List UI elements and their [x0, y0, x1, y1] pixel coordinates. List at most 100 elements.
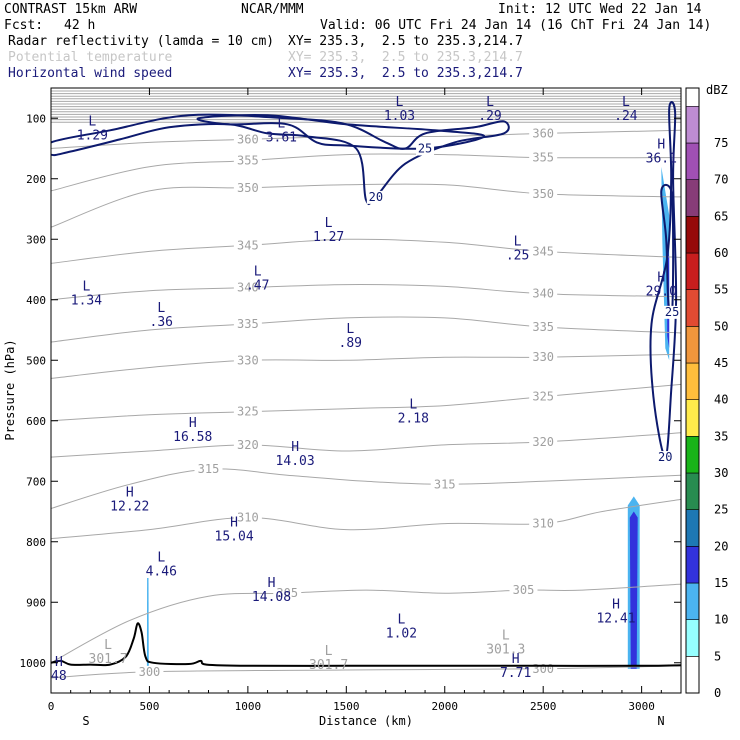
extremum-letter: H — [512, 652, 520, 667]
x-tick-label: 2500 — [530, 700, 557, 713]
wind-contour-label: 20 — [369, 190, 383, 204]
y-tick-label: 200 — [26, 173, 46, 186]
colorbar-tick-label: 30 — [714, 466, 728, 480]
x-tick-label: 2000 — [432, 700, 459, 713]
wind-label-mask — [416, 142, 435, 156]
colorbar-swatch — [685, 252, 700, 290]
extremum-letter: H — [189, 416, 197, 431]
extremum-value: 14.03 — [276, 454, 315, 469]
y-tick-label: 800 — [26, 536, 46, 549]
theta-label-mask — [273, 587, 302, 601]
extremum-value: 1.02 — [386, 626, 417, 641]
upper-isentrope-line — [51, 103, 681, 105]
theta-label-mask — [529, 187, 558, 201]
reflectivity-area — [146, 578, 149, 669]
field3-name: Horizontal wind speed — [8, 66, 173, 81]
theta-label-mask — [194, 463, 223, 477]
extremum-value: 16.58 — [173, 430, 212, 445]
theta-extremum-value: 301.3 — [486, 643, 525, 658]
theta-label-mask — [509, 584, 538, 598]
extremum-label: L.36 — [150, 301, 173, 330]
upper-isentrope-line — [51, 113, 681, 116]
theta-extremum-letter: L — [325, 644, 333, 659]
upper-isentrope-line — [51, 90, 681, 92]
theta-contour-label: 325 — [532, 390, 554, 404]
x-tick-label: 500 — [140, 700, 160, 713]
colorbar-swatch — [685, 142, 700, 180]
extremum-letter: L — [157, 301, 165, 316]
forecast-label: Fcst: — [4, 18, 44, 33]
terrain-line — [51, 622, 681, 667]
extremum-label: H7.71 — [500, 652, 531, 681]
extremum-letter: L — [396, 95, 404, 110]
wind-label-mask — [656, 451, 675, 465]
extremum-value: .29 — [478, 109, 501, 124]
extremum-label: L1.03 — [384, 95, 415, 124]
theta-contour-label: 335 — [532, 320, 554, 334]
theta-label-mask — [529, 287, 558, 301]
extremum-label: H16.58 — [173, 416, 212, 445]
theta-label-mask — [233, 154, 262, 168]
extremum-label: L.47 — [246, 265, 269, 294]
extremum-value: 1.03 — [384, 109, 415, 124]
extremum-letter: H — [230, 516, 238, 531]
upper-isentrope-line — [51, 95, 681, 98]
x-axis-label: Distance (km) — [319, 714, 413, 728]
theta-contour-line — [51, 498, 681, 540]
colorbar-unit: dBZ — [706, 83, 728, 97]
theta-contour-label: 310 — [532, 517, 554, 531]
y-axis-label: Pressure (hPa) — [3, 339, 17, 440]
forecast-hours: 42 h — [64, 18, 96, 33]
theta-label-mask — [233, 133, 262, 147]
wind-contour-label: 25 — [665, 305, 679, 319]
theta-contour-label: 310 — [237, 511, 259, 525]
extremum-label: L3.61 — [266, 116, 297, 145]
upper-isentrope-line — [51, 110, 681, 113]
extremum-letter: H — [268, 576, 276, 591]
wind-contour-label: 20 — [658, 450, 672, 464]
extremum-letter: L — [514, 234, 522, 249]
colorbar-frame — [685, 87, 700, 694]
field1-name: Radar reflectivity (lamda = 10 cm) — [8, 34, 275, 49]
theta-extremum-value: 301.7 — [309, 658, 348, 673]
colorbar-swatch — [685, 656, 700, 694]
colorbar-tick-label: 75 — [714, 136, 728, 150]
theta-contour-label: 360 — [237, 132, 259, 146]
theta-contour-label: 305 — [276, 586, 298, 600]
theta-contour-label: 335 — [237, 317, 259, 331]
y-tick-label: 300 — [26, 233, 46, 246]
wind-label-mask — [663, 305, 681, 319]
colorbar-swatch — [685, 546, 700, 584]
extremum-value: .36 — [150, 315, 173, 330]
extremum-label: H29.0 — [646, 271, 677, 300]
extremum-letter: L — [346, 322, 354, 337]
theta-label-mask — [529, 245, 558, 259]
theta-label-mask — [233, 239, 262, 253]
extremum-letter: L — [409, 398, 417, 413]
extremum-label: L4.46 — [146, 551, 177, 580]
extremum-value: 12.41 — [596, 611, 635, 626]
colorbar: 0 5 10 15 20 25 30 35 40 45 50 55 60 65 70 75 — [685, 87, 728, 700]
colorbar-swatch — [685, 509, 700, 547]
theta-contour-label: 305 — [513, 583, 535, 597]
theta-contour-label: 300 — [139, 665, 161, 679]
extremum-label: H48 — [51, 655, 67, 684]
extremum-value: .47 — [246, 279, 269, 294]
extremum-value: 48 — [51, 669, 67, 684]
upper-isentrope-line — [51, 100, 681, 103]
theta-contour-label: 320 — [532, 435, 554, 449]
theta-extremum-letter: L — [104, 638, 112, 653]
theta-label-mask — [135, 665, 164, 679]
extremum-label: H14.03 — [276, 440, 315, 469]
theta-contour-label: 355 — [532, 151, 554, 165]
colorbar-tick-label: 20 — [714, 539, 728, 553]
theta-contour-label: 340 — [237, 281, 259, 295]
theta-label-mask — [233, 281, 262, 295]
theta-label-mask — [233, 181, 262, 195]
theta-contour-label: 355 — [237, 154, 259, 168]
extremum-value: 1.29 — [77, 129, 108, 144]
colorbar-tick-label: 60 — [714, 246, 728, 260]
